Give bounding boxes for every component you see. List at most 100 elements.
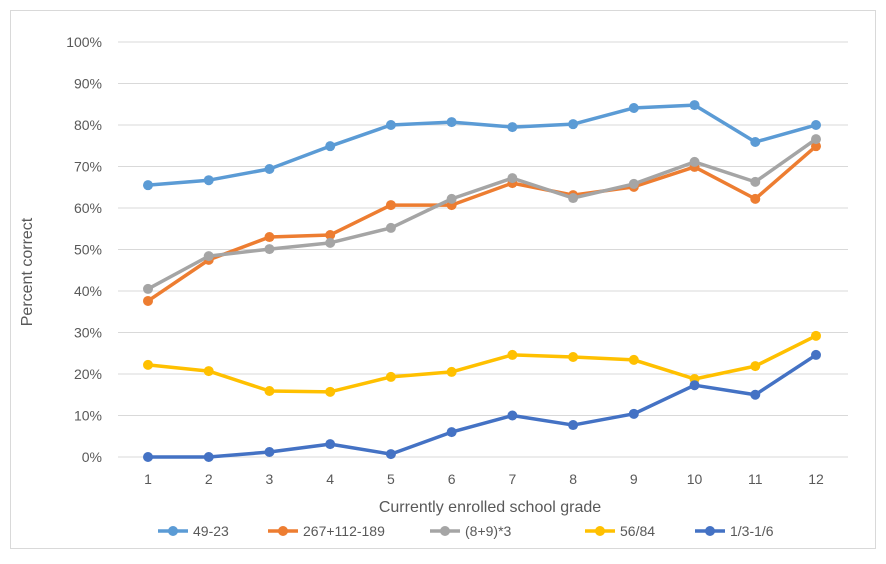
- data-point: [385, 449, 396, 460]
- series-(8+9)*3: [143, 134, 821, 294]
- data-point: [264, 232, 275, 243]
- series-line: [147, 137, 818, 291]
- data-point: [264, 386, 275, 397]
- legend-marker: [705, 526, 715, 536]
- data-point: [811, 349, 821, 360]
- legend-marker: [595, 526, 605, 536]
- data-point: [689, 380, 700, 391]
- data-point: [628, 354, 639, 365]
- x-tick-label: 6: [448, 471, 456, 487]
- data-point: [203, 175, 214, 186]
- legend-label: 56/84: [620, 523, 655, 539]
- data-point: [385, 120, 396, 130]
- data-point: [325, 141, 336, 152]
- x-tick-label: 8: [569, 471, 577, 487]
- legend-label: (8+9)*3: [465, 523, 512, 539]
- series-56/84: [143, 330, 821, 397]
- data-point: [811, 330, 821, 341]
- y-tick-label: 100%: [66, 34, 102, 50]
- legend: 49-23 267+112-189 (8+9)*3 56/84 1/3-1/6: [158, 523, 774, 539]
- data-point: [203, 452, 214, 462]
- data-point: [446, 427, 457, 438]
- data-point: [628, 408, 639, 419]
- legend-label: 49-23: [193, 523, 229, 539]
- data-point: [325, 439, 336, 450]
- y-tick-label: 0%: [82, 449, 102, 465]
- legend-label: 267+112-189: [303, 523, 385, 539]
- data-point: [446, 117, 457, 128]
- y-tick-label: 90%: [74, 76, 102, 92]
- data-point: [264, 163, 275, 174]
- y-tick-label: 70%: [74, 159, 102, 175]
- data-point: [568, 119, 579, 130]
- x-tick-label: 5: [387, 471, 395, 487]
- data-point: [628, 102, 639, 113]
- data-point: [507, 349, 518, 360]
- data-point: [446, 366, 457, 377]
- y-tick-label: 60%: [74, 200, 102, 216]
- y-axis-label: Percent correct: [19, 217, 36, 326]
- x-tick-label: 2: [205, 471, 213, 487]
- y-tick-label: 10%: [74, 408, 102, 424]
- data-point: [446, 193, 457, 204]
- data-point: [385, 200, 396, 211]
- data-point: [750, 361, 761, 372]
- data-point: [811, 141, 821, 152]
- data-point: [568, 351, 579, 362]
- data-point: [568, 193, 579, 204]
- data-point: [568, 420, 579, 431]
- series-line: [147, 334, 817, 394]
- data-point: [143, 180, 153, 191]
- data-point: [750, 137, 761, 148]
- data-point: [203, 251, 214, 262]
- data-point: [385, 222, 396, 233]
- legend-marker: [440, 526, 450, 536]
- data-point: [203, 366, 214, 377]
- data-point: [750, 176, 761, 187]
- x-axis-label: Currently enrolled school grade: [379, 499, 601, 516]
- x-tick-label: 1: [144, 471, 152, 487]
- data-point: [811, 134, 821, 145]
- data-point: [264, 244, 275, 255]
- series-line: [147, 103, 817, 187]
- data-point: [143, 359, 153, 370]
- data-point: [750, 193, 761, 204]
- x-tick-label: 12: [808, 471, 824, 487]
- data-point: [143, 283, 153, 294]
- x-tick-label: 10: [687, 471, 703, 487]
- series-49-23: [143, 100, 821, 191]
- y-tick-label: 40%: [74, 283, 102, 299]
- legend-label: 1/3-1/6: [730, 523, 774, 539]
- y-tick-label: 30%: [74, 325, 102, 341]
- series-line: [147, 144, 818, 303]
- y-tick-label: 50%: [74, 242, 102, 258]
- data-point: [689, 156, 700, 167]
- series-line: [148, 353, 817, 459]
- data-point: [385, 371, 396, 382]
- y-tick-label: 20%: [74, 366, 102, 382]
- data-point: [143, 452, 153, 462]
- legend-marker: [278, 526, 288, 536]
- data-point: [325, 237, 336, 248]
- x-tick-label: 3: [266, 471, 274, 487]
- data-point: [325, 386, 336, 397]
- data-point: [628, 178, 639, 189]
- x-tick-label: 7: [508, 471, 516, 487]
- data-point: [750, 389, 761, 400]
- legend-marker: [168, 526, 178, 536]
- data-point: [507, 122, 518, 133]
- y-tick-label: 80%: [74, 117, 102, 133]
- data-point: [507, 173, 518, 184]
- chart-frame: [10, 10, 876, 549]
- data-point: [143, 295, 153, 306]
- data-point: [689, 100, 700, 111]
- series-1/3-1/6: [143, 349, 821, 462]
- data-point: [325, 229, 336, 240]
- data-point: [811, 120, 821, 130]
- x-tick-label: 4: [326, 471, 334, 487]
- x-tick-label: 9: [630, 471, 638, 487]
- data-point: [507, 410, 518, 421]
- data-point: [264, 447, 275, 458]
